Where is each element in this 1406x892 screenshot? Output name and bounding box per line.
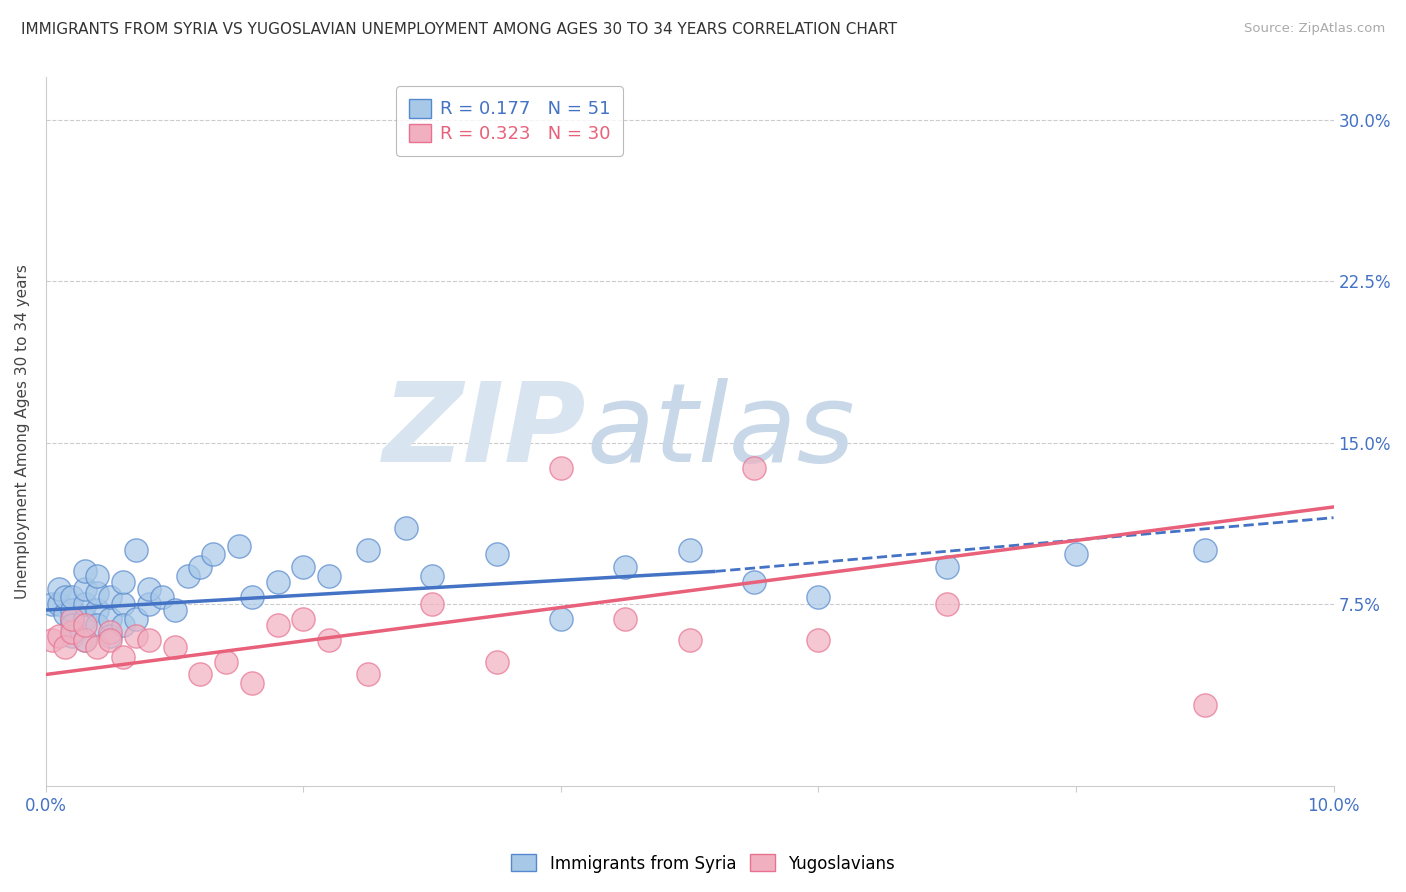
Point	[48, 582, 70, 596]
Point	[60, 603, 83, 617]
Text: Source: ZipAtlas.com: Source: ZipAtlas.com	[1244, 22, 1385, 36]
Point	[53, 640, 76, 654]
Point	[112, 618, 135, 632]
Point	[190, 560, 212, 574]
Point	[41, 597, 63, 611]
Point	[267, 575, 290, 590]
Point	[73, 618, 96, 632]
Point	[240, 590, 263, 604]
Point	[86, 603, 108, 617]
Point	[125, 612, 148, 626]
Point	[163, 640, 186, 654]
Point	[98, 624, 121, 639]
Point	[550, 461, 572, 475]
Point	[1194, 698, 1216, 712]
Point	[73, 582, 96, 596]
Point	[240, 676, 263, 690]
Point	[679, 542, 702, 557]
Point	[86, 618, 108, 632]
Point	[228, 539, 250, 553]
Text: ZIP: ZIP	[384, 378, 586, 485]
Text: IMMIGRANTS FROM SYRIA VS YUGOSLAVIAN UNEMPLOYMENT AMONG AGES 30 TO 34 YEARS CORR: IMMIGRANTS FROM SYRIA VS YUGOSLAVIAN UNE…	[21, 22, 897, 37]
Point	[357, 667, 380, 681]
Point	[112, 575, 135, 590]
Point	[202, 547, 225, 561]
Point	[936, 597, 959, 611]
Point	[60, 612, 83, 626]
Point	[112, 650, 135, 665]
Point	[125, 542, 148, 557]
Point	[60, 590, 83, 604]
Point	[1064, 547, 1087, 561]
Point	[215, 655, 238, 669]
Point	[292, 560, 315, 574]
Point	[679, 633, 702, 648]
Y-axis label: Unemployment Among Ages 30 to 34 years: Unemployment Among Ages 30 to 34 years	[15, 264, 30, 599]
Point	[125, 629, 148, 643]
Point	[176, 568, 198, 582]
Point	[190, 667, 212, 681]
Point	[318, 568, 340, 582]
Point	[163, 603, 186, 617]
Point	[807, 633, 830, 648]
Point	[485, 547, 508, 561]
Point	[742, 575, 765, 590]
Point	[73, 565, 96, 579]
Point	[112, 597, 135, 611]
Point	[73, 633, 96, 648]
Point	[138, 633, 160, 648]
Point	[550, 612, 572, 626]
Point	[292, 612, 315, 626]
Point	[1194, 542, 1216, 557]
Point	[86, 568, 108, 582]
Point	[60, 624, 83, 639]
Point	[807, 590, 830, 604]
Point	[420, 597, 443, 611]
Point	[48, 629, 70, 643]
Point	[420, 568, 443, 582]
Point	[267, 618, 290, 632]
Point	[60, 629, 83, 643]
Point	[73, 597, 96, 611]
Point	[357, 542, 380, 557]
Point	[150, 590, 173, 604]
Point	[53, 607, 76, 622]
Point	[98, 612, 121, 626]
Point	[60, 618, 83, 632]
Point	[485, 655, 508, 669]
Point	[936, 560, 959, 574]
Point	[614, 612, 637, 626]
Point	[53, 590, 76, 604]
Point	[48, 597, 70, 611]
Point	[138, 597, 160, 611]
Point	[98, 629, 121, 643]
Text: atlas: atlas	[586, 378, 855, 485]
Point	[60, 612, 83, 626]
Point	[86, 640, 108, 654]
Point	[98, 633, 121, 648]
Point	[86, 586, 108, 600]
Legend: R = 0.177   N = 51, R = 0.323   N = 30: R = 0.177 N = 51, R = 0.323 N = 30	[396, 87, 623, 156]
Point	[41, 633, 63, 648]
Point	[395, 521, 418, 535]
Point	[73, 633, 96, 648]
Point	[318, 633, 340, 648]
Point	[138, 582, 160, 596]
Legend: Immigrants from Syria, Yugoslavians: Immigrants from Syria, Yugoslavians	[505, 847, 901, 880]
Point	[614, 560, 637, 574]
Point	[98, 590, 121, 604]
Point	[742, 461, 765, 475]
Point	[73, 612, 96, 626]
